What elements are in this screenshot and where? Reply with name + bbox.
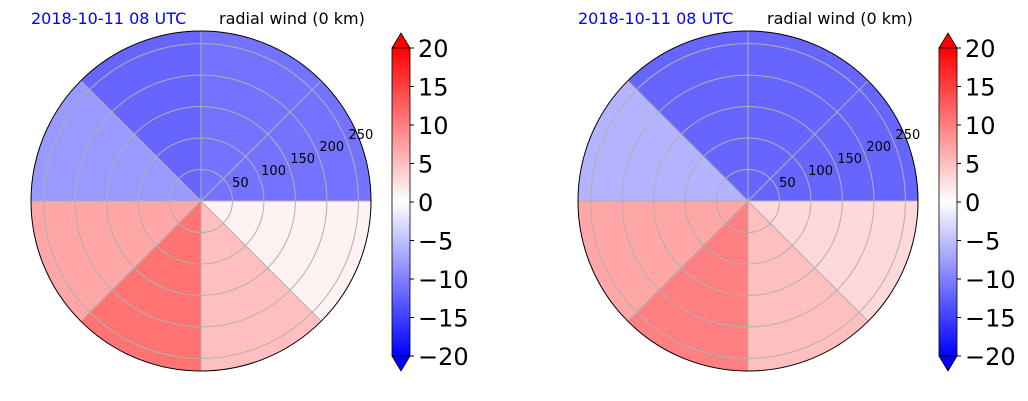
colorbar-tick-label: 15 (418, 74, 449, 102)
colorbar-tick-label: 20 (965, 35, 996, 63)
radial-tick-label: 100 (808, 164, 833, 179)
grid-spoke (80, 200, 202, 322)
colorbar-tick-label: −15 (418, 305, 469, 333)
colorbar-ticks (410, 47, 414, 357)
time-label: 2018-10-11 08 UTC (578, 9, 733, 28)
radial-tick-labels: 50 100 150 200 250 (232, 128, 373, 191)
colorbar: 20 15 10 5 0 −5 −10 −15 −20 (938, 32, 1016, 372)
grid-spoke (627, 80, 749, 202)
polar-frame (577, 30, 919, 372)
colorbar-tick-label: 20 (418, 35, 449, 63)
polar-frame (30, 30, 372, 372)
polar-grid (31, 31, 371, 371)
colorbar-tick-labels: 20 15 10 5 0 −5 −10 −15 −20 (418, 35, 469, 371)
colorbar-tick-label: 10 (965, 112, 996, 140)
colorbar-tick-label: 0 (418, 189, 433, 217)
polar-grid (578, 31, 918, 371)
colorbar: 20 15 10 5 0 −5 −10 −15 −20 (391, 32, 469, 372)
grid-spoke (747, 200, 869, 322)
colorbar-tick-label: 0 (965, 189, 980, 217)
colorbar-extend-min (391, 355, 411, 372)
grid-spoke (200, 80, 322, 202)
grid-spoke (200, 200, 322, 322)
colorbar-tick-label: −15 (965, 305, 1016, 333)
colorbar-body (938, 47, 958, 357)
colorbar-body (391, 47, 411, 357)
grid-spoke (627, 200, 749, 322)
colorbar-extend-max (391, 32, 411, 49)
colorbar-tick-label: 5 (965, 151, 980, 179)
grid-spoke (747, 80, 869, 202)
polar-plot: 50 100 150 200 250 (30, 30, 373, 372)
radial-tick-label: 50 (779, 176, 796, 191)
colorbar-tick-label: 5 (418, 151, 433, 179)
chart-title: radial wind (0 km) (219, 9, 365, 28)
panel-right: 2018-10-11 08 UTC radial wind (0 km) 50 … (577, 9, 1016, 372)
colorbar-tick-labels: 20 15 10 5 0 −5 −10 −15 −20 (965, 35, 1016, 371)
radial-tick-label: 200 (319, 140, 344, 155)
radial-tick-label: 50 (232, 176, 249, 191)
colorbar-ticks (957, 47, 961, 357)
radial-tick-label: 200 (866, 140, 891, 155)
colorbar-tick-label: −5 (965, 228, 1000, 256)
radial-tick-label: 250 (895, 128, 920, 143)
colorbar-tick-label: −20 (965, 343, 1016, 371)
radial-tick-label: 250 (348, 128, 373, 143)
radial-tick-label: 100 (261, 164, 286, 179)
radial-tick-label: 150 (290, 152, 315, 167)
polar-plot: 50 100 150 200 250 (577, 30, 920, 372)
radial-tick-labels: 50 100 150 200 250 (779, 128, 920, 191)
contour-field (30, 30, 372, 372)
panel-left: 2018-10-11 08 UTC radial wind (0 km) 50 … (30, 9, 469, 372)
radial-tick-label: 150 (837, 152, 862, 167)
grid-spoke (80, 80, 202, 202)
colorbar-extend-max (938, 32, 958, 49)
colorbar-tick-label: −10 (965, 266, 1016, 294)
colorbar-tick-label: 10 (418, 112, 449, 140)
colorbar-extend-min (938, 355, 958, 372)
colorbar-tick-label: −20 (418, 343, 469, 371)
time-label: 2018-10-11 08 UTC (31, 9, 186, 28)
colorbar-tick-label: −5 (418, 228, 453, 256)
colorbar-tick-label: −10 (418, 266, 469, 294)
colorbar-tick-label: 15 (965, 74, 996, 102)
chart-title: radial wind (0 km) (767, 9, 913, 28)
